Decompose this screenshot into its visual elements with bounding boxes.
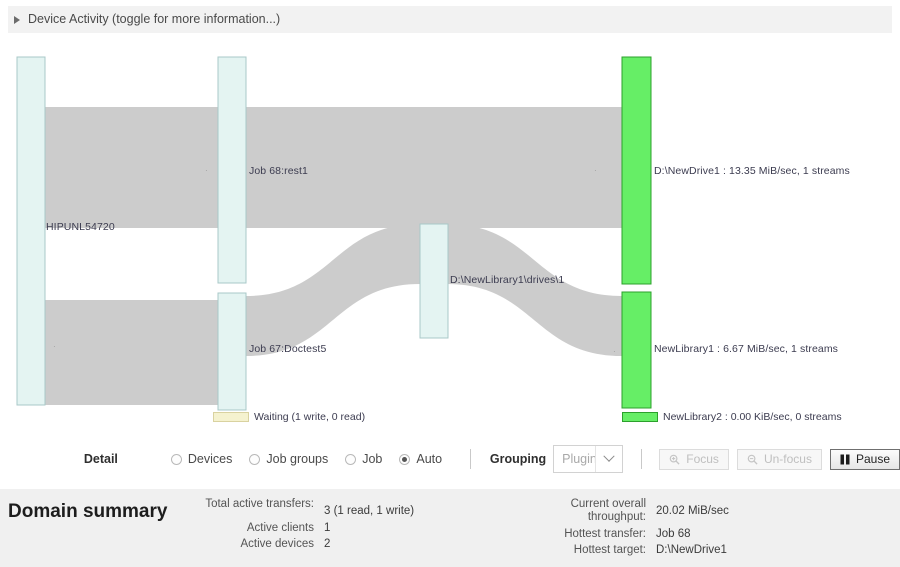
domain-summary-title: Domain summary <box>8 501 168 522</box>
legend-label-newlibrary2: NewLibrary2 : 0.00 KiB/sec, 0 streams <box>663 411 842 423</box>
summary-key: Active clients <box>246 522 314 534</box>
domain-summary-panel: Domain summary Total active transfers: 3… <box>0 489 900 567</box>
radio-icon[interactable] <box>345 453 357 465</box>
summary-row-hottest-target: Hottest target: D:\NewDrive1 <box>528 543 729 557</box>
summary-row-active-clients: Active clients 1 <box>196 521 414 535</box>
chevron-down-icon[interactable] <box>594 446 622 472</box>
radio-icon[interactable] <box>170 453 182 465</box>
detail-option-job-groups[interactable]: Job groups <box>249 453 328 466</box>
legend-item-newlibrary2: NewLibrary2 : 0.00 KiB/sec, 0 streams <box>622 412 842 423</box>
device-activity-sankey-diagram[interactable]: HIPUNL54720 Job 68:rest1 Job 67:Doctest5… <box>0 40 900 425</box>
focus-button[interactable]: Focus <box>659 448 729 470</box>
node-client-hipunl54720 <box>16 56 46 406</box>
grouping-select[interactable]: Plugin <box>553 445 623 473</box>
flow-tick-icon: · <box>613 347 616 356</box>
detail-option-devices[interactable]: Devices <box>170 451 233 466</box>
node-library-drives1 <box>419 223 449 339</box>
node-target-newdrive1 <box>621 56 652 285</box>
controls-divider <box>470 449 471 469</box>
flow-tick-icon: · <box>594 166 597 175</box>
flow-client-to-job67 <box>45 300 218 405</box>
summary-column-right: Current overall throughput: 20.02 MiB/se… <box>528 498 729 559</box>
legend-swatch-waiting <box>213 412 249 423</box>
summary-value: 3 (1 read, 1 write) <box>324 505 415 517</box>
zoom-in-icon <box>669 454 680 465</box>
controls-divider-2 <box>640 449 642 469</box>
summary-key: Hottest target: <box>573 544 646 556</box>
diagram-controls: Detail Devices Job groups Job Auto Group… <box>0 438 900 480</box>
summary-value: 20.02 MiB/sec <box>656 505 729 517</box>
summary-key: Total active transfers: <box>205 498 314 510</box>
detail-option-label: Auto <box>416 451 443 466</box>
summary-key: Hottest transfer: <box>564 528 646 540</box>
device-activity-title: Device Activity (toggle for more informa… <box>28 12 281 27</box>
summary-value: Job 68 <box>656 528 691 540</box>
node-job67 <box>217 292 247 411</box>
flow-tick-icon: · <box>205 166 208 175</box>
diagram-legend: Waiting (1 write, 0 read) NewLibrary2 : … <box>0 409 900 427</box>
detail-option-label: Job groups <box>266 451 329 466</box>
sankey-flows <box>45 107 622 405</box>
node-job68 <box>217 56 247 284</box>
summary-key: Current overall throughput: <box>570 498 646 523</box>
radio-icon[interactable] <box>249 453 261 465</box>
grouping-select-value: Plugin <box>562 451 597 466</box>
detail-radio-group: Devices Job groups Job Auto <box>154 453 442 466</box>
detail-option-job[interactable]: Job <box>345 453 382 466</box>
node-target-newlibrary1 <box>621 291 652 409</box>
flow-client-to-job68 <box>45 107 218 228</box>
un-focus-button[interactable]: Un-focus <box>736 448 822 470</box>
legend-item-waiting: Waiting (1 write, 0 read) <box>213 412 365 423</box>
radio-icon-selected[interactable] <box>399 453 411 465</box>
flow-job68-to-drive1 <box>246 107 622 228</box>
detail-option-label: Devices <box>187 451 233 466</box>
pause-button[interactable]: Pause <box>829 448 900 470</box>
summary-value: 2 <box>324 538 331 550</box>
flow-tick-icon: · <box>53 342 56 351</box>
node-label-newdrive1: D:\NewDrive1 : 13.35 MiB/sec, 1 streams <box>654 165 850 177</box>
un-focus-button-label: Un-focus <box>763 452 812 466</box>
summary-row-total-active-transfers: Total active transfers: 3 (1 read, 1 wri… <box>196 498 414 518</box>
pause-icon <box>840 454 850 465</box>
summary-row-hottest-transfer: Hottest transfer: Job 68 <box>528 527 729 541</box>
node-label-job67: Job 67:Doctest5 <box>249 343 327 355</box>
device-activity-toggle-header[interactable]: Device Activity (toggle for more informa… <box>8 6 892 33</box>
summary-value: D:\NewDrive1 <box>656 544 727 556</box>
flow-job67-to-library <box>246 224 420 356</box>
node-label-newlibrary1: NewLibrary1 : 6.67 MiB/sec, 1 streams <box>654 343 839 355</box>
triangle-right-icon <box>14 15 20 24</box>
node-label-client: HIPUNL54720 <box>46 221 115 233</box>
focus-button-label: Focus <box>686 452 719 466</box>
summary-column-left: Total active transfers: 3 (1 read, 1 wri… <box>196 498 414 553</box>
summary-value: 1 <box>324 522 331 534</box>
flow-library-to-newlibrary1 <box>447 224 622 356</box>
detail-option-auto[interactable]: Auto <box>399 453 442 466</box>
summary-key: Active devices <box>240 538 314 550</box>
node-label-library: D:\NewLibrary1\drives\1 <box>450 274 565 286</box>
grouping-label: Grouping <box>489 452 547 466</box>
pause-button-label: Pause <box>855 452 890 466</box>
zoom-out-icon <box>747 454 758 465</box>
node-label-job68: Job 68:rest1 <box>249 165 308 177</box>
detail-option-label: Job <box>362 451 383 466</box>
legend-label-waiting: Waiting (1 write, 0 read) <box>254 411 366 423</box>
summary-row-active-devices: Active devices 2 <box>196 537 414 551</box>
summary-row-current-overall-throughput: Current overall throughput: 20.02 MiB/se… <box>528 498 729 524</box>
detail-label: Detail <box>83 452 118 466</box>
sankey-nodes <box>16 56 652 411</box>
legend-swatch-newlibrary2 <box>622 412 658 423</box>
